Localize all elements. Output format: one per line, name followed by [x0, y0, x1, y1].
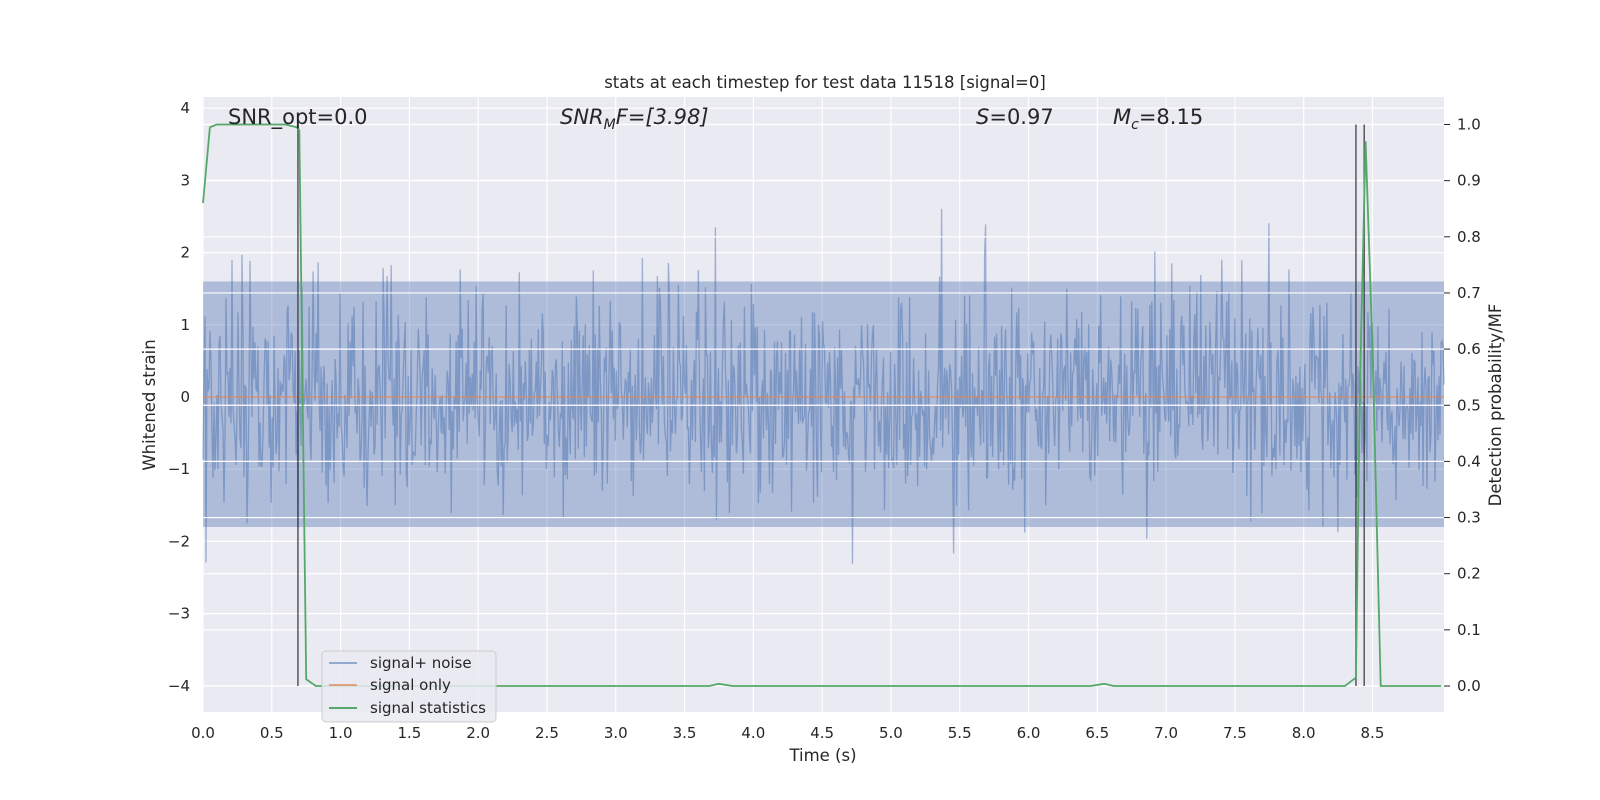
x-tick-label: 8.5	[1361, 724, 1385, 742]
y-tick-label: 0	[180, 388, 190, 406]
y-axis-ticks: −4 −3 −2 −1 0 1 2 3 4	[168, 99, 190, 695]
x-tick-label: 6.5	[1085, 724, 1109, 742]
legend-label-signal-only: signal only	[370, 676, 451, 694]
y2-axis-label: Detection probability/MF	[1486, 304, 1505, 507]
y-tick-label: 3	[180, 171, 190, 189]
x-tick-label: 6.0	[1017, 724, 1041, 742]
legend-label-noise: signal+ noise	[370, 654, 472, 672]
chart-title: stats at each timestep for test data 115…	[604, 73, 1046, 92]
x-tick-label: 1.5	[397, 724, 421, 742]
y2-tick-label: 0.2	[1457, 565, 1481, 583]
x-tick-label: 5.5	[948, 724, 972, 742]
y-tick-label: 2	[180, 244, 190, 262]
annotation-s: S=0.97	[976, 105, 1054, 129]
x-tick-label: 7.0	[1154, 724, 1178, 742]
x-tick-label: 2.5	[535, 724, 559, 742]
y-tick-label: −4	[168, 677, 190, 695]
noise-band	[203, 281, 1444, 527]
y2-tick-label: 0.9	[1457, 172, 1481, 190]
y2-tick-label: 0.7	[1457, 284, 1481, 302]
x-tick-label: 0.0	[191, 724, 215, 742]
y-tick-label: −2	[168, 532, 190, 550]
legend: signal+ noise signal only signal statist…	[321, 650, 497, 723]
y2-tick-label: 0.3	[1457, 509, 1481, 527]
x-tick-label: 1.0	[329, 724, 353, 742]
x-tick-label: 3.0	[604, 724, 628, 742]
y-axis-label: Whitened strain	[140, 339, 159, 470]
y-tick-label: −3	[168, 605, 190, 623]
y2-tick-label: 0.5	[1457, 396, 1481, 414]
x-axis-label: Time (s)	[788, 746, 856, 765]
x-axis-ticks: 0.0 0.5 1.0 1.5 2.0 2.5 3.0 3.5 4.0 4.5 5.0 5.5 6.0 6…	[191, 724, 1384, 742]
annotation-mc: Mc=8.15	[1113, 105, 1203, 133]
x-tick-label: 4.0	[741, 724, 765, 742]
x-tick-label: 0.5	[260, 724, 284, 742]
y2-tick-label: 0.1	[1457, 621, 1481, 639]
y2-tick-label: 0.0	[1457, 677, 1481, 695]
legend-label-statistics: signal statistics	[370, 699, 486, 717]
y2-tick-label: 0.4	[1457, 452, 1481, 470]
noise-trace	[202, 208, 1445, 564]
y2-tick-label: 0.6	[1457, 340, 1481, 358]
x-tick-label: 2.0	[466, 724, 490, 742]
annotation-snr-mf: SNRMF=[3.98]	[560, 105, 709, 133]
x-tick-label: 5.0	[879, 724, 903, 742]
y2-tick-label: 1.0	[1457, 116, 1481, 134]
annotation-snr-opt: SNR_opt=0.0	[228, 105, 368, 130]
signal-noise-series	[202, 208, 1445, 564]
y-tick-label: −1	[168, 460, 190, 478]
legend-box	[321, 650, 497, 723]
x-tick-label: 3.5	[673, 724, 697, 742]
x-tick-label: 7.5	[1223, 724, 1247, 742]
right-axis-ticks: 0.0 0.1 0.2 0.3 0.4 0.5 0.6 0.7 0.8 0.9 1.0	[1444, 116, 1481, 695]
series-lines	[202, 123, 1444, 687]
y-tick-label: 4	[180, 99, 190, 117]
y-tick-label: 1	[180, 316, 190, 334]
signal-statistics-line	[202, 123, 1442, 687]
y2-tick-label: 0.8	[1457, 228, 1481, 246]
x-tick-label: 8.0	[1292, 724, 1316, 742]
x-tick-label: 4.5	[810, 724, 834, 742]
